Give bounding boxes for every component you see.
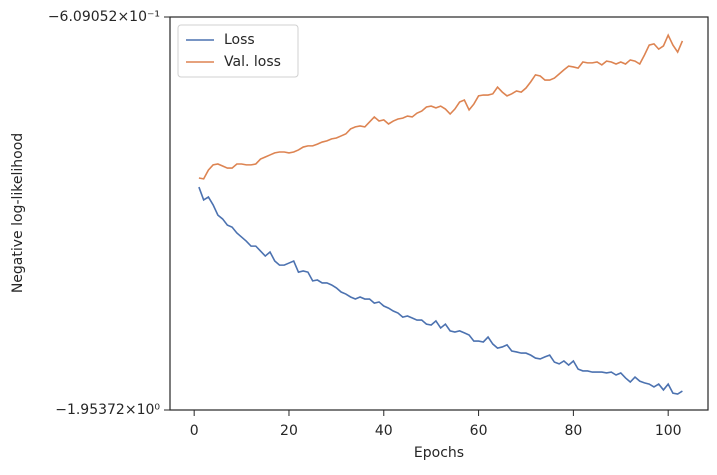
x-tick-label: 0 (190, 423, 199, 439)
legend-box (177, 24, 299, 78)
plot-frame (169, 16, 709, 411)
x-tick-label: 100 (655, 423, 682, 439)
x-tick-label: 80 (564, 423, 582, 439)
x-tick-label: 40 (375, 423, 393, 439)
legend-label: Val. loss (224, 54, 281, 70)
y-axis-label: Negative log-likelihood (10, 133, 26, 293)
legend: Loss Val. loss (177, 24, 299, 78)
legend-label: Loss (224, 32, 255, 48)
series-line (198, 186, 683, 395)
x-tick-label: 20 (280, 423, 298, 439)
x-tick-label: 60 (470, 423, 488, 439)
y-tick-label: −1.95372×10⁰ (55, 402, 160, 418)
y-tick-label: −6.09052×10⁻¹ (48, 9, 160, 25)
series-line (198, 33, 684, 180)
x-axis-label: Epochs (414, 445, 464, 461)
